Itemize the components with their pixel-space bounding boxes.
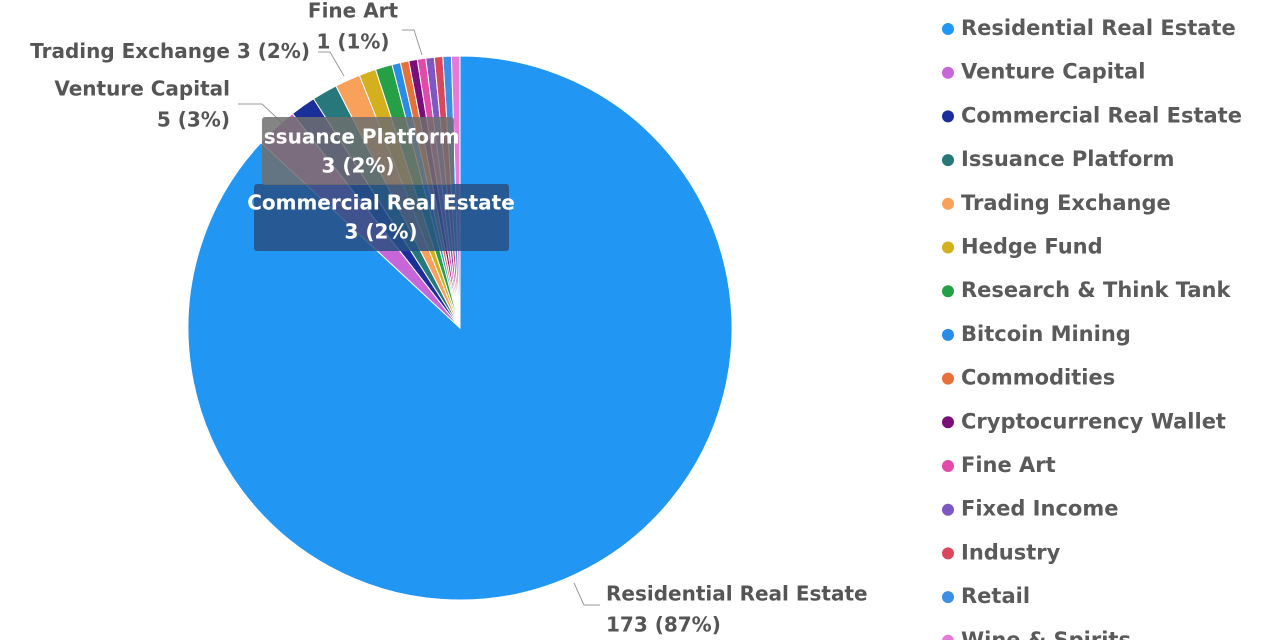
data-label-value: 1 (1%)	[316, 30, 389, 54]
legend-label: Trading Exchange	[961, 191, 1171, 215]
legend-item[interactable]: Cryptocurrency Wallet	[942, 409, 1226, 433]
legend-label: Issuance Platform	[961, 147, 1175, 171]
leader-line	[318, 51, 345, 77]
legend-marker	[942, 110, 954, 123]
legend-label: Research & Think Tank	[961, 278, 1231, 302]
legend-label: Venture Capital	[961, 60, 1145, 84]
tooltip-box	[254, 184, 509, 251]
data-label-value: 173 (87%)	[606, 613, 721, 637]
legend-label: Fine Art	[961, 453, 1056, 477]
legend-item[interactable]: Residential Real Estate	[942, 16, 1236, 40]
legend-marker	[942, 328, 954, 341]
legend-item[interactable]: Fixed Income	[942, 497, 1118, 521]
data-label-value: 3 (2%)	[321, 154, 394, 178]
legend-marker	[942, 416, 954, 429]
legend-item[interactable]: Industry	[942, 540, 1061, 564]
data-label-name: Commercial Real Estate	[247, 191, 515, 215]
data-label-value: 3 (2%)	[237, 39, 310, 63]
legend-item[interactable]: Trading Exchange	[942, 191, 1171, 215]
legend-marker	[942, 591, 954, 604]
legend-label: Bitcoin Mining	[961, 322, 1131, 346]
legend-marker	[942, 372, 954, 385]
legend-marker	[942, 503, 954, 516]
legend-marker	[942, 23, 954, 35]
data-label-name: Trading Exchange	[30, 39, 230, 63]
legend-label: Residential Real Estate	[961, 16, 1236, 40]
legend-item[interactable]: Bitcoin Mining	[942, 322, 1131, 346]
legend-label: Fixed Income	[961, 497, 1118, 521]
legend-item[interactable]: Hedge Fund	[942, 235, 1103, 259]
legend-marker	[942, 285, 954, 298]
leader-line	[402, 29, 423, 56]
legend-item[interactable]: Wine & Spirits	[942, 628, 1131, 640]
legend-marker	[942, 460, 954, 472]
leader-line	[573, 582, 600, 606]
data-label-value: 5 (3%)	[157, 108, 230, 132]
data-label-name: Fine Art	[308, 0, 399, 23]
legend-marker	[942, 547, 954, 560]
legend-marker	[942, 197, 954, 210]
legend-marker	[942, 634, 954, 640]
data-label-name: Venture Capital	[54, 77, 230, 101]
data-label-value: 3 (2%)	[344, 220, 417, 244]
legend-label: Industry	[961, 540, 1061, 564]
legend-marker	[942, 154, 954, 167]
legend-item[interactable]: Issuance Platform	[942, 147, 1175, 171]
legend-label: Hedge Fund	[961, 235, 1103, 259]
data-label-name: Residential Real Estate	[606, 582, 868, 606]
legend-label: Commercial Real Estate	[961, 103, 1242, 127]
legend-marker	[942, 241, 954, 254]
legend-item[interactable]: Commodities	[942, 366, 1115, 390]
legend-label: Wine & Spirits	[961, 628, 1131, 640]
legend-label: Commodities	[961, 366, 1115, 390]
legend-item[interactable]: Venture Capital	[942, 60, 1145, 84]
legend-item[interactable]: Fine Art	[942, 453, 1056, 477]
legend-item[interactable]: Commercial Real Estate	[942, 103, 1242, 127]
legend-label: Cryptocurrency Wallet	[961, 409, 1226, 433]
data-label-name: Issuance Platform	[256, 125, 459, 149]
tooltip-box	[262, 117, 454, 185]
legend-item[interactable]: Retail	[942, 584, 1030, 608]
data-label: Trading Exchange 3 (2%)	[30, 39, 310, 63]
legend-label: Retail	[961, 584, 1030, 608]
legend-item[interactable]: Research & Think Tank	[942, 278, 1231, 302]
legend-marker	[942, 66, 954, 79]
